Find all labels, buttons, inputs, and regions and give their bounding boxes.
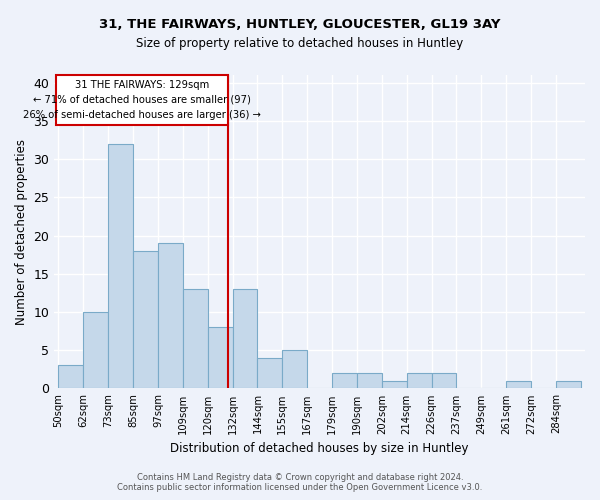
Bar bbox=[183, 289, 208, 388]
Bar bbox=[133, 251, 158, 388]
Bar bbox=[407, 373, 431, 388]
Bar bbox=[506, 381, 531, 388]
Bar bbox=[556, 381, 581, 388]
Bar bbox=[357, 373, 382, 388]
Bar bbox=[108, 144, 133, 388]
X-axis label: Distribution of detached houses by size in Huntley: Distribution of detached houses by size … bbox=[170, 442, 469, 455]
Bar bbox=[83, 312, 108, 388]
Bar bbox=[158, 243, 183, 388]
Bar bbox=[283, 350, 307, 389]
Bar bbox=[257, 358, 283, 388]
Bar bbox=[382, 381, 407, 388]
Bar bbox=[208, 328, 233, 388]
Bar bbox=[431, 373, 457, 388]
Text: Contains HM Land Registry data © Crown copyright and database right 2024.
Contai: Contains HM Land Registry data © Crown c… bbox=[118, 473, 482, 492]
Text: Size of property relative to detached houses in Huntley: Size of property relative to detached ho… bbox=[136, 38, 464, 51]
Bar bbox=[56, 75, 229, 124]
Bar bbox=[233, 289, 257, 388]
Bar bbox=[58, 366, 83, 388]
Text: 31, THE FAIRWAYS, HUNTLEY, GLOUCESTER, GL19 3AY: 31, THE FAIRWAYS, HUNTLEY, GLOUCESTER, G… bbox=[99, 18, 501, 30]
Text: 31 THE FAIRWAYS: 129sqm
← 71% of detached houses are smaller (97)
26% of semi-de: 31 THE FAIRWAYS: 129sqm ← 71% of detache… bbox=[23, 80, 262, 120]
Bar bbox=[332, 373, 357, 388]
Y-axis label: Number of detached properties: Number of detached properties bbox=[15, 138, 28, 324]
